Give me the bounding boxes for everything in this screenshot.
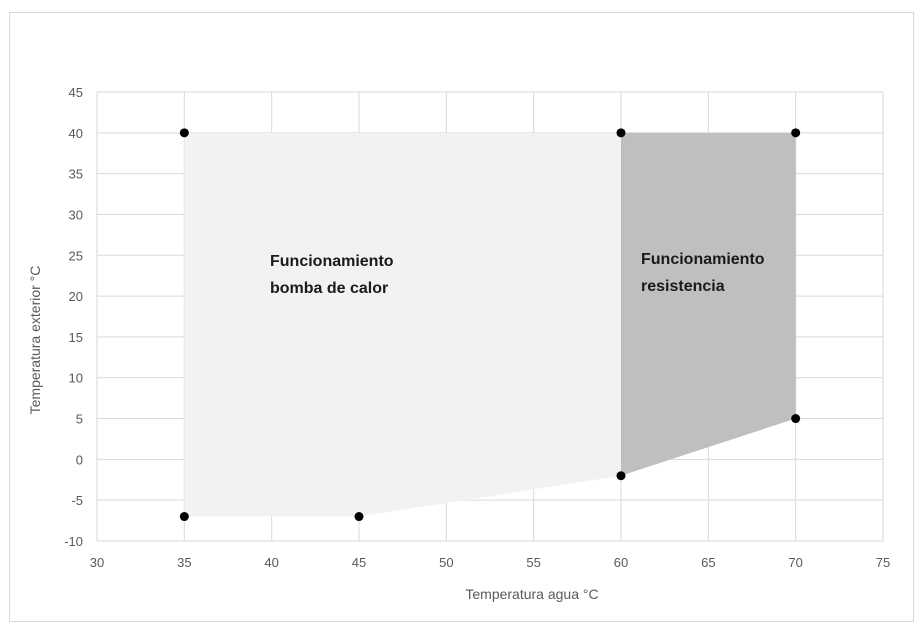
data-point — [179, 512, 189, 522]
y-tick-label: 35 — [69, 167, 83, 182]
y-tick-labels: -10 -5 0 5 10 15 20 25 30 35 40 45 — [64, 85, 83, 549]
y-tick-label: 15 — [69, 330, 83, 345]
x-tick-label: 30 — [90, 555, 104, 570]
data-point — [616, 471, 626, 481]
region-label-line: Funcionamiento — [270, 253, 394, 270]
y-tick-label: -5 — [71, 493, 83, 508]
x-tick-label: 40 — [264, 555, 278, 570]
region-label-line: Funcionamiento — [641, 251, 765, 268]
data-points — [179, 128, 801, 522]
region-label-line: resistencia — [641, 278, 725, 295]
region-label-line: bomba de calor — [270, 280, 388, 297]
y-tick-label: 5 — [76, 412, 83, 427]
regions — [184, 132, 796, 517]
x-tick-label: 35 — [177, 555, 191, 570]
x-tick-label: 50 — [439, 555, 453, 570]
data-point — [791, 128, 801, 138]
x-tick-label: 55 — [526, 555, 540, 570]
x-axis-title: Temperatura agua °C — [465, 586, 598, 602]
x-tick-label: 60 — [614, 555, 628, 570]
data-point — [791, 414, 801, 424]
x-tick-label: 75 — [876, 555, 890, 570]
region-2 — [621, 132, 796, 476]
y-tick-label: 30 — [69, 207, 83, 222]
data-point — [616, 128, 626, 138]
y-tick-label: 25 — [69, 248, 83, 263]
region-labels: Funcionamiento bomba de calor Funcionamien… — [270, 251, 765, 297]
region-1 — [184, 132, 622, 517]
y-tick-label: 40 — [69, 126, 83, 141]
y-tick-label: -10 — [64, 534, 83, 549]
y-axis-title: Temperatura exterior °C — [27, 266, 43, 415]
x-tick-labels: 30 35 40 45 50 55 60 65 70 75 — [90, 555, 890, 570]
y-tick-label: 20 — [69, 289, 83, 304]
y-tick-label: 10 — [69, 371, 83, 386]
y-tick-label: 0 — [76, 452, 83, 467]
x-tick-label: 70 — [788, 555, 802, 570]
y-tick-label: 45 — [69, 85, 83, 100]
data-point — [354, 512, 364, 522]
x-tick-label: 65 — [701, 555, 715, 570]
x-tick-label: 45 — [352, 555, 366, 570]
data-point — [179, 128, 189, 138]
